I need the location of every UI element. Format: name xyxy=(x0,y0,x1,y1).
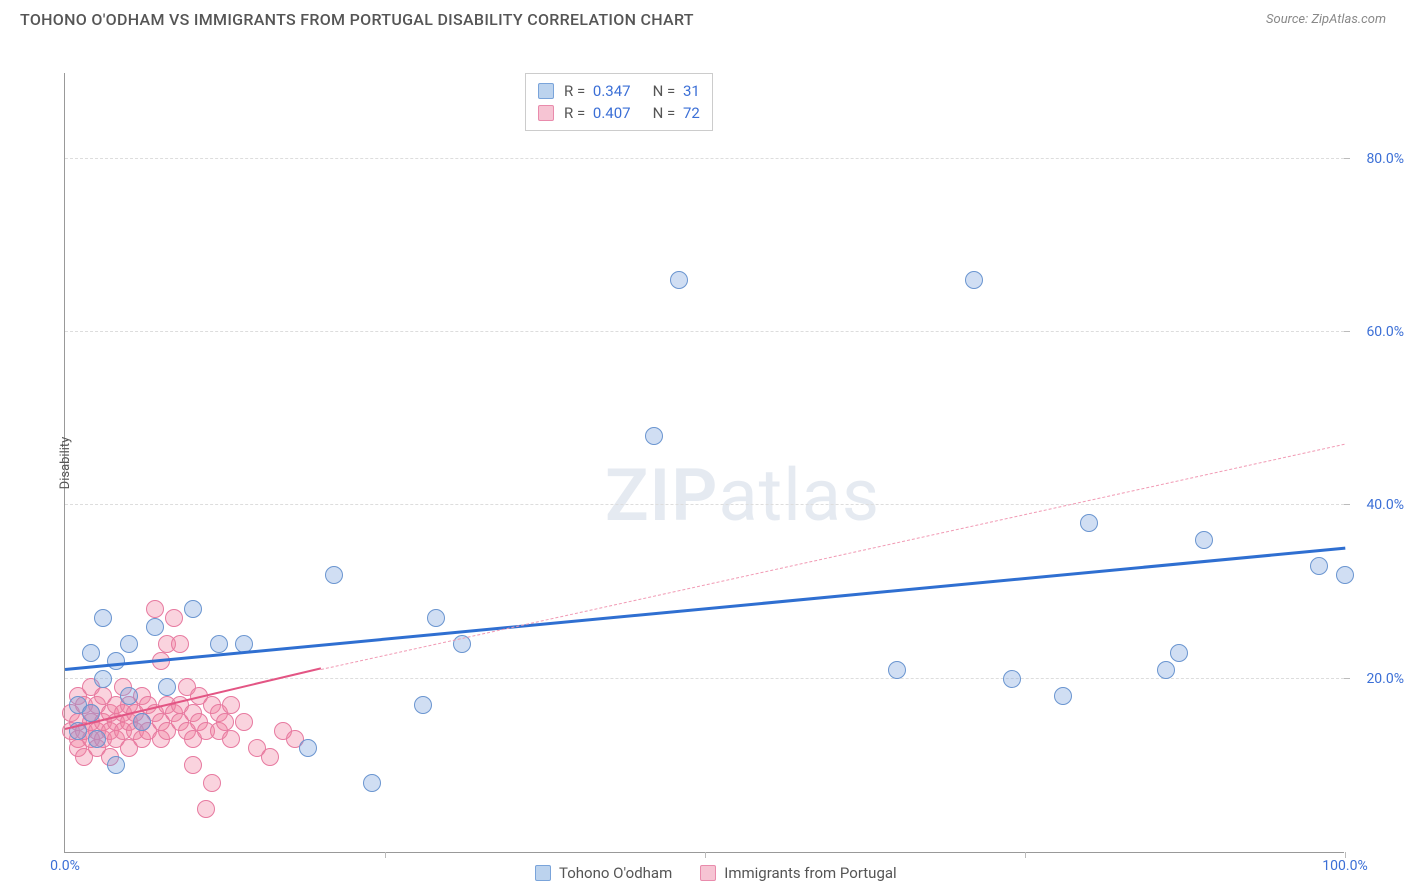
data-point-a xyxy=(120,687,138,705)
data-point-a xyxy=(184,600,202,618)
trend-line-b-dashed xyxy=(321,444,1345,670)
data-point-b xyxy=(222,730,240,748)
legend-item-a: Tohono O'odham xyxy=(535,864,672,882)
data-point-b xyxy=(261,748,279,766)
data-point-a xyxy=(299,739,317,757)
chart-source: Source: ZipAtlas.com xyxy=(1266,12,1386,27)
y-tick-mark xyxy=(1344,678,1350,679)
legend-swatch-b-icon xyxy=(700,865,716,881)
data-point-a xyxy=(158,678,176,696)
data-point-a xyxy=(1157,661,1175,679)
y-axis-label: Disability xyxy=(58,436,73,489)
data-point-a xyxy=(1195,531,1213,549)
data-point-a xyxy=(414,696,432,714)
x-tick-mark xyxy=(705,852,706,858)
plot-area: Disability ZIPatlas R = 0.347 N = 31 R =… xyxy=(64,73,1344,853)
legend-item-b: Immigrants from Portugal xyxy=(700,864,896,882)
data-point-a xyxy=(645,427,663,445)
data-point-a xyxy=(88,730,106,748)
gridline xyxy=(65,158,1344,159)
stats-row-a: R = 0.347 N = 31 xyxy=(538,80,700,102)
legend-swatch-a xyxy=(538,83,554,99)
data-point-a xyxy=(94,670,112,688)
data-point-a xyxy=(1003,670,1021,688)
y-tick-mark xyxy=(1344,158,1350,159)
data-point-b xyxy=(203,774,221,792)
data-point-b xyxy=(197,800,215,818)
gridline xyxy=(65,678,1344,679)
legend-label-b: Immigrants from Portugal xyxy=(724,864,896,882)
gridline xyxy=(65,504,1344,505)
legend-swatch-a-icon xyxy=(535,865,551,881)
data-point-a xyxy=(133,713,151,731)
data-point-a xyxy=(82,644,100,662)
trend-line-a xyxy=(65,546,1345,670)
data-point-a xyxy=(1080,514,1098,532)
y-tick-label: 40.0% xyxy=(1366,497,1404,513)
legend-swatch-b xyxy=(538,105,554,121)
y-tick-label: 80.0% xyxy=(1366,151,1404,167)
data-point-a xyxy=(94,609,112,627)
data-point-a xyxy=(325,566,343,584)
y-tick-label: 60.0% xyxy=(1366,324,1404,340)
data-point-b xyxy=(222,696,240,714)
data-point-a xyxy=(670,271,688,289)
data-point-a xyxy=(1310,557,1328,575)
data-point-a xyxy=(107,756,125,774)
data-point-a xyxy=(146,618,164,636)
watermark: ZIPatlas xyxy=(605,453,880,538)
x-tick-mark xyxy=(385,852,386,858)
y-tick-mark xyxy=(1344,331,1350,332)
data-point-a xyxy=(1336,566,1354,584)
y-tick-mark xyxy=(1344,504,1350,505)
data-point-a xyxy=(363,774,381,792)
data-point-a xyxy=(120,635,138,653)
gridline xyxy=(65,331,1344,332)
data-point-a xyxy=(427,609,445,627)
data-point-b xyxy=(146,600,164,618)
x-axis-label-left: 0.0% xyxy=(50,858,80,874)
series-legend: Tohono O'odham Immigrants from Portugal xyxy=(535,864,897,882)
x-tick-mark xyxy=(1025,852,1026,858)
data-point-a xyxy=(888,661,906,679)
legend-label-a: Tohono O'odham xyxy=(559,864,672,882)
data-point-a xyxy=(210,635,228,653)
data-point-a xyxy=(1054,687,1072,705)
data-point-b xyxy=(165,609,183,627)
data-point-b xyxy=(171,635,189,653)
x-axis-label-right: 100.0% xyxy=(1322,858,1367,874)
data-point-b xyxy=(235,713,253,731)
y-tick-label: 20.0% xyxy=(1366,671,1404,687)
data-point-a xyxy=(965,271,983,289)
chart-title: TOHONO O'ODHAM VS IMMIGRANTS FROM PORTUG… xyxy=(20,10,694,29)
data-point-b xyxy=(216,713,234,731)
stats-row-b: R = 0.407 N = 72 xyxy=(538,102,700,124)
data-point-a xyxy=(1170,644,1188,662)
stats-legend-box: R = 0.347 N = 31 R = 0.407 N = 72 xyxy=(525,73,713,131)
data-point-a xyxy=(107,652,125,670)
data-point-b xyxy=(184,756,202,774)
